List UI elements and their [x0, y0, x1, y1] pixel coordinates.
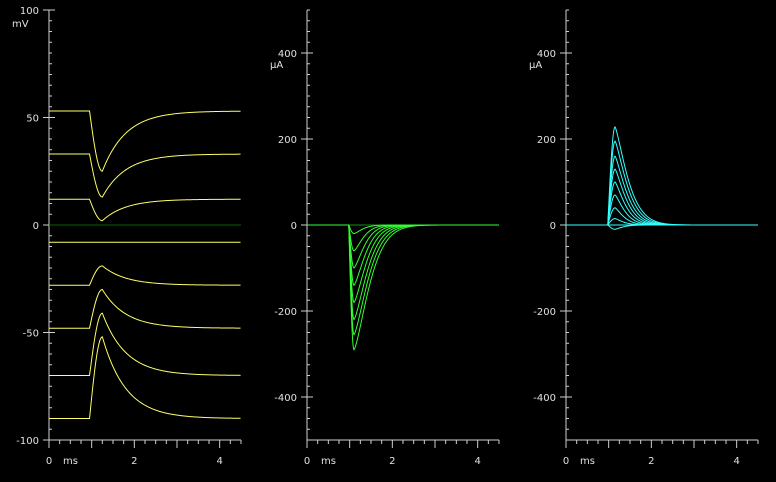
outward-current-trace-7	[566, 155, 758, 226]
x-tick-label: 0	[563, 456, 569, 467]
inward-current-trace-7	[307, 224, 499, 336]
y-tick-label: -400	[533, 393, 556, 404]
y-tick-label: 200	[278, 135, 297, 146]
panel-outward-current: 400 200 0 -200 -400 µA 0 2 4 ms	[529, 9, 759, 467]
voltage-trace-2	[49, 153, 241, 198]
y-tick-label: 100	[20, 6, 39, 17]
outward-current-trace-8	[566, 140, 758, 226]
y-tick-label: -400	[274, 393, 297, 404]
x-tick-label: 2	[389, 456, 395, 467]
y-tick-label: -200	[533, 307, 556, 318]
outward-current-trace-6	[566, 168, 758, 226]
voltage-trace-8	[49, 336, 241, 419]
x-unit-label: ms	[321, 456, 336, 467]
panel-inward-current: 400 200 0 -200 -400 µA 0 2 4 ms	[270, 9, 500, 467]
y-tick-label: 0	[291, 221, 297, 232]
y-tick-label: 50	[26, 114, 39, 125]
inward-current-trace-5	[307, 224, 499, 304]
x-tick-label: 2	[131, 456, 137, 467]
y-tick-label: 200	[537, 135, 556, 146]
outward-current-trace-4	[566, 194, 758, 226]
x-tick-label: 2	[648, 456, 654, 467]
y-unit-label: µA	[529, 60, 542, 71]
outward-current-trace-3	[566, 207, 758, 226]
y-tick-label: 400	[278, 49, 297, 60]
y-tick-label: 0	[33, 221, 39, 232]
inward-current-trace-8	[307, 224, 499, 351]
voltage-trace-7	[49, 312, 241, 376]
y-unit-label: mV	[12, 19, 29, 30]
outward-current-trace-9	[566, 126, 758, 226]
inward-current-trace-4	[307, 224, 499, 286]
x-tick-label: 4	[733, 456, 739, 467]
x-tick-label: 0	[304, 456, 310, 467]
x-tick-label: 0	[46, 456, 52, 467]
y-tick-label: 0	[550, 221, 556, 232]
inward-current-trace-6	[307, 224, 499, 321]
y-tick-label: -100	[16, 436, 39, 447]
panel-voltage: 100 50 0 -50 -100 mV 0 2 4 ms	[12, 6, 242, 467]
y-tick-label: -50	[23, 329, 39, 340]
y-tick-label: 400	[537, 49, 556, 60]
x-tick-label: 4	[474, 456, 480, 467]
inward-current-trace-3	[307, 224, 499, 269]
x-unit-label: ms	[580, 456, 595, 467]
y-tick-label: -200	[274, 307, 297, 318]
outward-current-trace-5	[566, 181, 758, 226]
voltage-trace-3	[49, 198, 241, 222]
x-unit-label: ms	[63, 456, 78, 467]
outward-current-trace-1	[566, 224, 758, 230]
voltage-trace-5	[49, 265, 241, 286]
y-unit-label: µA	[270, 60, 283, 71]
x-tick-label: 4	[216, 456, 222, 467]
voltage-trace-6	[49, 288, 241, 329]
voltage-trace-1	[49, 110, 241, 172]
